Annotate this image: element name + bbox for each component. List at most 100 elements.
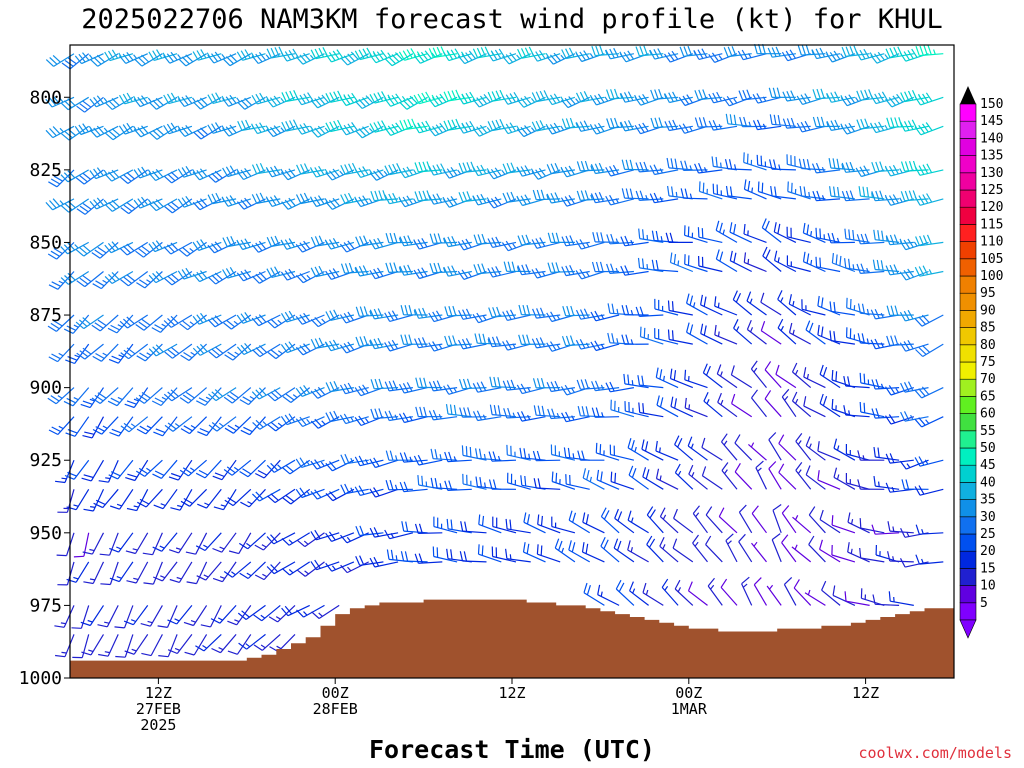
color-legend-label: 120: [980, 200, 1003, 215]
color-legend-swatch: [959, 206, 977, 225]
color-legend-label: 15: [980, 561, 996, 576]
wind-barb: [641, 439, 664, 461]
wind-barb: [98, 634, 119, 657]
wind-barb: [743, 252, 767, 273]
wind-barb: [141, 634, 163, 657]
wind-barb: [915, 234, 944, 247]
wind-barb: [684, 397, 708, 418]
color-legend-label: 65: [980, 389, 996, 404]
wind-barb: [153, 488, 178, 510]
wind-barb: [340, 262, 369, 274]
wind-barb: [808, 506, 826, 534]
color-legend-min-arrow: [959, 619, 977, 639]
wind-barb: [831, 515, 856, 534]
wind-barb: [459, 407, 487, 418]
wind-barb: [311, 604, 340, 620]
wind-barb: [195, 633, 222, 652]
wind-barb: [760, 292, 782, 316]
wind-barb: [517, 411, 546, 422]
wind-barb: [847, 512, 870, 534]
wind-barb: [163, 241, 193, 255]
wind-barb: [180, 488, 208, 507]
wind-barb: [472, 410, 502, 422]
wind-barb: [164, 343, 193, 359]
wind-barb: [325, 197, 355, 210]
wind-barb: [597, 584, 620, 606]
wind-barb: [104, 169, 134, 182]
wind-barb: [629, 581, 649, 606]
wind-barb: [384, 380, 413, 392]
wind-barb: [531, 237, 561, 249]
color-legend-label: 50: [980, 441, 996, 456]
wind-barb: [185, 532, 208, 555]
wind-barb: [237, 604, 266, 620]
wind-barb: [179, 459, 207, 477]
wind-barb: [817, 470, 841, 490]
wind-barb: [428, 409, 458, 421]
color-legend-label: 5: [980, 596, 988, 611]
wind-barb: [899, 558, 929, 568]
wind-barb: [109, 532, 134, 553]
wind-barb: [369, 168, 399, 181]
color-legend-label: 85: [980, 321, 996, 336]
wind-barb: [737, 49, 767, 61]
wind-barb: [692, 534, 708, 563]
wind-barb: [701, 466, 723, 490]
wind-barb: [669, 368, 694, 389]
wind-barb: [609, 444, 635, 461]
wind-barb: [694, 162, 723, 174]
wind-barb: [610, 399, 635, 418]
wind-barb: [354, 125, 384, 139]
wind-barb: [613, 538, 635, 563]
wind-barb: [178, 53, 207, 67]
wind-barb: [414, 161, 443, 173]
color-legend-label: 150: [980, 97, 1003, 112]
wind-barb: [715, 249, 738, 273]
wind-barb: [325, 380, 355, 393]
wind-barb: [551, 471, 576, 490]
wind-barb: [137, 488, 163, 508]
color-legend-max-arrow: [960, 86, 976, 104]
wind-barb: [502, 309, 531, 321]
wind-barb: [295, 92, 325, 106]
wind-barb: [398, 382, 428, 394]
wind-barb: [385, 479, 413, 491]
color-legend-swatch: [959, 499, 977, 518]
wind-barb: [812, 190, 841, 202]
color-legend-swatch: [959, 327, 977, 346]
wind-barb: [385, 232, 413, 244]
wind-barb: [236, 269, 266, 282]
wind-barb: [899, 459, 929, 470]
wind-barb: [914, 485, 944, 496]
wind-barb: [621, 188, 649, 200]
wind-barb: [833, 467, 856, 490]
wind-barb: [687, 436, 708, 461]
wind-barb: [793, 579, 812, 606]
wind-barb: [518, 304, 546, 316]
wind-barb: [71, 605, 90, 629]
wind-barb: [251, 314, 281, 327]
wind-barb: [195, 532, 222, 552]
wind-barb: [267, 416, 296, 432]
wind-barb: [575, 268, 605, 280]
color-legend-label: 45: [980, 458, 996, 473]
wind-barb: [227, 634, 252, 655]
wind-barb: [443, 196, 473, 208]
wind-barb: [369, 49, 399, 64]
wind-barb: [428, 122, 458, 137]
wind-barb: [620, 235, 649, 247]
wind-barb: [812, 116, 841, 128]
wind-barb: [627, 540, 649, 563]
wind-barb: [48, 343, 75, 363]
wind-barb: [489, 376, 517, 389]
wind-barb: [590, 340, 620, 352]
wind-barb: [859, 372, 885, 389]
wind-barb: [415, 406, 443, 418]
wind-barb: [914, 456, 944, 467]
wind-barb: [472, 124, 502, 137]
wind-barb: [786, 255, 811, 273]
wind-barb: [914, 416, 944, 428]
wind-barb: [642, 467, 664, 490]
wind-barb: [732, 290, 753, 316]
